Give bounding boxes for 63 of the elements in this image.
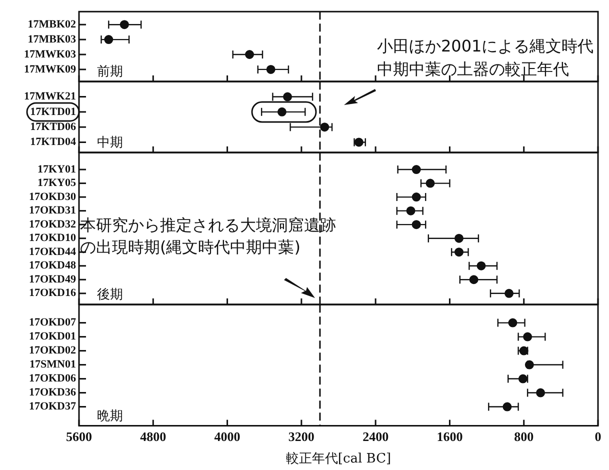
point: [476, 262, 486, 271]
y-tick-label: 17OKD06: [28, 373, 76, 386]
point: [523, 332, 532, 342]
y-tick-label: 17MWK09: [24, 64, 76, 76]
x-tick-label: 5600: [66, 429, 92, 444]
point: [454, 234, 464, 244]
point: [502, 402, 512, 412]
y-tick-label: 17OKD48: [28, 260, 76, 272]
y-tick-label: 17OKD07: [28, 317, 76, 330]
y-tick-label: 17KTD04: [30, 136, 76, 148]
y-tick-label: 17SMN01: [30, 359, 76, 372]
y-tick-label: 17OKD30: [28, 191, 76, 204]
y-tick-label: 17MWK03: [24, 48, 76, 61]
x-tick-label: 800: [514, 429, 534, 444]
y-tick-label: 17KTD06: [30, 121, 76, 134]
point: [277, 108, 286, 117]
annotation: 前期: [97, 64, 123, 80]
y-tick-label: 17OKD01: [28, 331, 76, 344]
y-tick-label: 17OKD10: [28, 232, 76, 245]
point: [104, 35, 114, 44]
point: [412, 192, 421, 202]
point: [454, 248, 464, 257]
point: [536, 388, 546, 398]
point: [508, 318, 518, 328]
y-tick-label: 17KTD01: [30, 106, 76, 118]
point: [354, 138, 364, 148]
point: [504, 289, 514, 298]
y-tick-label: 17OKD16: [28, 288, 76, 300]
point: [518, 374, 528, 384]
annotation: 中期: [97, 136, 123, 151]
point: [412, 165, 421, 174]
point: [266, 65, 276, 74]
y-tick-label: 17OKD32: [28, 218, 76, 231]
x-tick-label: 3200: [288, 429, 314, 444]
y-tick-label: 17OKD49: [28, 274, 76, 286]
x-tick-label: 1600: [436, 429, 463, 444]
point: [283, 92, 292, 102]
point: [245, 50, 254, 60]
y-tick-label: 17OKD37: [28, 401, 76, 413]
y-tick-label: 17OKD31: [28, 205, 76, 218]
y-tick-label: 17OKD02: [28, 345, 76, 358]
y-tick-label: 17KY05: [38, 178, 76, 190]
y-tick-label: 17MWK21: [24, 90, 76, 103]
y-tick-label: 17OKD44: [28, 246, 76, 258]
annotation: 後期: [97, 288, 123, 303]
y-tick-label: 17OKD36: [28, 387, 76, 400]
point: [469, 276, 478, 285]
x-tick-label: 2400: [362, 429, 389, 444]
point: [320, 122, 330, 132]
y-tick-label: 17MBK02: [28, 18, 76, 31]
point: [406, 206, 416, 216]
point: [524, 360, 534, 370]
x-tick-label: 4000: [214, 429, 240, 444]
x-tick-label: 4800: [140, 429, 166, 444]
x-axis-title: 較正年代[cal BC]: [286, 452, 392, 467]
point: [412, 220, 421, 230]
point: [120, 20, 129, 30]
point: [426, 179, 435, 188]
y-tick-label: 17KY01: [38, 164, 76, 176]
x-tick-label: 0: [594, 429, 602, 444]
annotation: 小田ほか2001による縄文時代中期中葉の土器の較正年代: [377, 36, 594, 79]
annotation: 晩期: [97, 409, 123, 424]
y-tick-label: 17MBK03: [28, 34, 76, 46]
